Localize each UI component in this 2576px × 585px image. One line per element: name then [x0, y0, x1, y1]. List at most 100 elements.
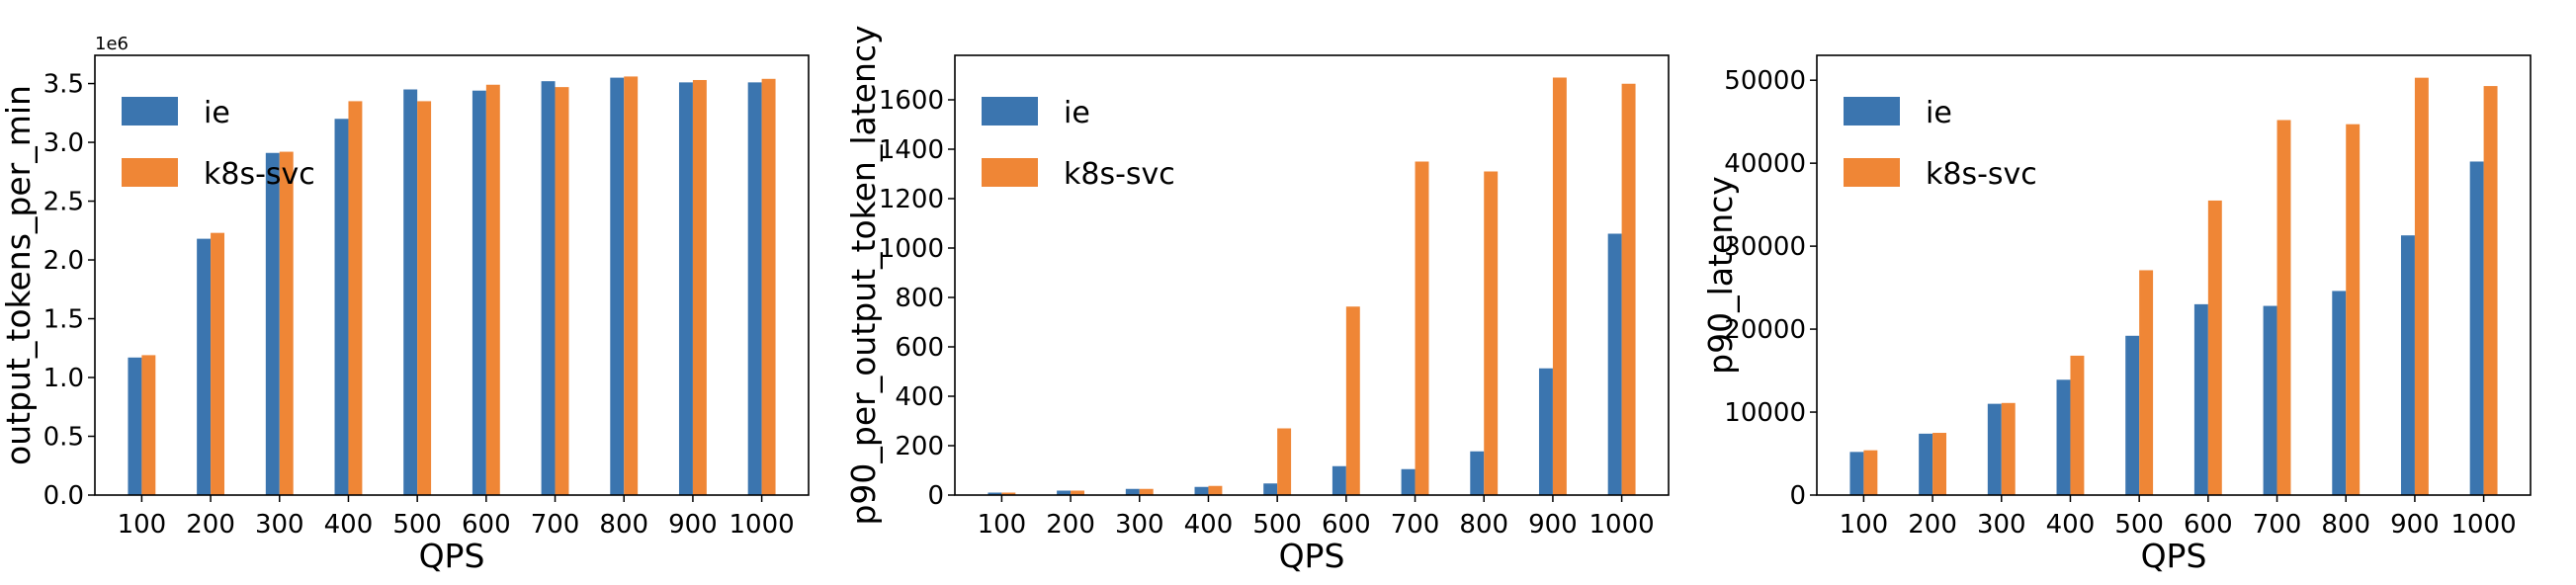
y-tick-label: 0: [1789, 481, 1806, 511]
bar-k8s-svc-100: [141, 355, 156, 495]
bar-ie-200: [1919, 433, 1933, 495]
bar-ie-1000: [747, 82, 762, 496]
bar-ie-900: [678, 82, 693, 496]
bar-ie-600: [1331, 465, 1346, 495]
y-tick-label: 20000: [1724, 315, 1806, 345]
bar-k8s-svc-1000: [2483, 86, 2498, 495]
y-tick-label: 0: [927, 481, 944, 511]
x-tick-label: 800: [2321, 510, 2370, 540]
x-tick-label: 300: [1115, 510, 1164, 540]
legend-swatch-k8s-svc: [1844, 158, 1900, 187]
y-tick-label: 2.0: [43, 246, 84, 276]
legend-label: ie: [1064, 96, 1090, 130]
bar-k8s-svc-700: [555, 87, 569, 495]
bar-ie-700: [1401, 468, 1416, 495]
x-tick-label: 200: [1046, 510, 1095, 540]
y-tick-label: 1600: [879, 86, 944, 116]
bar-k8s-svc-900: [2414, 77, 2429, 496]
x-tick-label: 1000: [730, 510, 795, 540]
legend-swatch-ie: [1844, 97, 1900, 125]
x-tick-label: 300: [255, 510, 304, 540]
x-tick-label: 200: [186, 510, 235, 540]
bar-ie-1000: [1607, 233, 1622, 495]
x-tick-label: 600: [462, 510, 511, 540]
bar-ie-400: [1194, 486, 1209, 495]
bar-k8s-svc-900: [1552, 77, 1567, 495]
x-tick-label: 400: [2046, 510, 2096, 540]
bar-k8s-svc-800: [1484, 171, 1499, 495]
legend-swatch-k8s-svc: [982, 158, 1038, 187]
legend-swatch-k8s-svc: [122, 158, 178, 187]
y-tick-label: 10000: [1724, 398, 1806, 428]
bar-k8s-svc-800: [2346, 124, 2361, 495]
x-tick-label: 400: [324, 510, 374, 540]
bar-k8s-svc-800: [624, 76, 639, 495]
bar-ie-700: [2263, 305, 2277, 495]
x-tick-label: 800: [1459, 510, 1508, 540]
legend-label: k8s-svc: [1926, 157, 2037, 192]
legend: ie k8s-svc: [122, 96, 315, 192]
x-tick-label: 900: [668, 510, 718, 540]
y-tick-label: 3.5: [43, 70, 84, 100]
bar-k8s-svc-400: [2070, 355, 2085, 495]
bar-k8s-svc-500: [417, 101, 432, 495]
x-axis-label: QPS: [2141, 537, 2207, 575]
bar-k8s-svc-400: [1208, 485, 1223, 495]
legend: ie k8s-svc: [1844, 96, 2037, 192]
legend-label: ie: [204, 96, 230, 130]
bar-ie-300: [1125, 488, 1140, 495]
bar-ie-900: [2400, 235, 2415, 495]
y-axis-label: p90_per_output_token_latency: [844, 25, 883, 525]
bar-k8s-svc-600: [2207, 200, 2222, 495]
bar-k8s-svc-300: [1139, 488, 1154, 495]
y-tick-label: 1.5: [43, 305, 84, 335]
bar-ie-100: [1849, 452, 1864, 495]
y-axis-label: p90_latency: [1701, 176, 1740, 375]
legend-label: ie: [1926, 96, 1952, 130]
bar-ie-800: [1470, 451, 1485, 495]
x-axis-label: QPS: [419, 537, 485, 575]
y-tick-label: 3.0: [43, 128, 84, 158]
x-tick-label: 700: [531, 510, 580, 540]
bar-ie-300: [1987, 403, 2002, 495]
y-tick-label: 400: [895, 382, 944, 412]
x-axis-label: QPS: [1279, 537, 1345, 575]
y-tick-label: 1000: [879, 234, 944, 264]
legend-swatch-ie: [982, 97, 1038, 125]
chart-1: 100 200 300 400 500 600 700 800 900 1000 0.0 0.5 1.0…: [0, 34, 810, 575]
x-tick-label: 700: [2253, 510, 2302, 540]
bar-k8s-svc-400: [348, 101, 363, 495]
x-tick-label: 600: [2184, 510, 2233, 540]
legend: ie k8s-svc: [982, 96, 1175, 192]
y-tick-label: 1.0: [43, 364, 84, 393]
x-tick-label: 300: [1977, 510, 2026, 540]
y-tick-label: 0.0: [43, 481, 84, 511]
x-tick-label: 900: [2390, 510, 2440, 540]
bar-ie-1000: [2469, 161, 2484, 496]
bar-ie-500: [403, 89, 418, 496]
y-tick-label: 800: [895, 284, 944, 313]
bar-k8s-svc-100: [1001, 492, 1016, 495]
x-tick-label: 700: [1391, 510, 1440, 540]
bar-k8s-svc-200: [211, 232, 225, 495]
axes-frame: [94, 54, 810, 496]
x-tick-label: 400: [1184, 510, 1234, 540]
legend-swatch-ie: [122, 97, 178, 125]
x-tick-label: 200: [1908, 510, 1957, 540]
bar-ie-600: [472, 90, 486, 495]
x-tick-label: 600: [1322, 510, 1371, 540]
bar-k8s-svc-1000: [761, 78, 776, 496]
bar-ie-600: [2193, 303, 2208, 495]
bar-ie-200: [1057, 490, 1072, 495]
x-tick-label: 100: [118, 510, 167, 540]
bar-k8s-svc-1000: [1621, 83, 1636, 495]
bar-k8s-svc-600: [485, 84, 500, 496]
bar-ie-800: [610, 77, 625, 496]
bar-k8s-svc-700: [1415, 161, 1429, 495]
bar-ie-400: [334, 119, 349, 495]
chart-3: 100 200 300 400 500 600 700 800 900 1000010000200…: [1701, 54, 2532, 575]
x-tick-label: 100: [978, 510, 1027, 540]
y-tick-label: 50000: [1724, 66, 1806, 96]
bar-k8s-svc-200: [1071, 490, 1085, 495]
bar-k8s-svc-900: [692, 79, 707, 495]
